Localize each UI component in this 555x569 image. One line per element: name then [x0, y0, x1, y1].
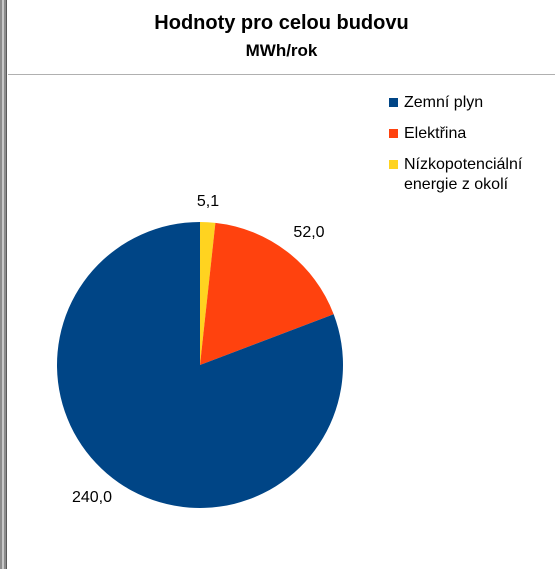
pie-slice-2: [200, 222, 216, 365]
legend-label-line: energie z okolí: [404, 176, 509, 193]
legend-label-zemni-plyn: Zemní plyn: [404, 93, 555, 113]
chart-title-area: Hodnoty pro celou budovu MWh/rok: [8, 0, 555, 75]
window-left-border: [0, 0, 7, 569]
pie-slice-0: [57, 222, 343, 508]
legend-label-nizkopotencialni: Nízkopotenciální energie z okolí: [404, 155, 555, 195]
legend-label-line: Zemní plyn: [404, 94, 484, 111]
legend-swatch-zemni-plyn: [389, 98, 398, 107]
pie-data-label-2: 5,1: [197, 193, 219, 210]
pie-data-label-0: 240,0: [72, 489, 112, 506]
pie-slice-1: [200, 222, 334, 365]
legend-label-line: Nízkopotenciální: [404, 156, 523, 173]
legend-label-elektrina: Elektřina: [404, 124, 555, 144]
legend-swatch-nizkopotencialni: [389, 160, 398, 169]
pie-data-label-1: 52,0: [293, 224, 324, 241]
legend-swatch-elektrina: [389, 129, 398, 138]
chart-title: Hodnoty pro celou budovu: [154, 12, 409, 34]
chart-subtitle: MWh/rok: [245, 41, 318, 60]
legend-label-line: Elektřina: [404, 125, 467, 142]
